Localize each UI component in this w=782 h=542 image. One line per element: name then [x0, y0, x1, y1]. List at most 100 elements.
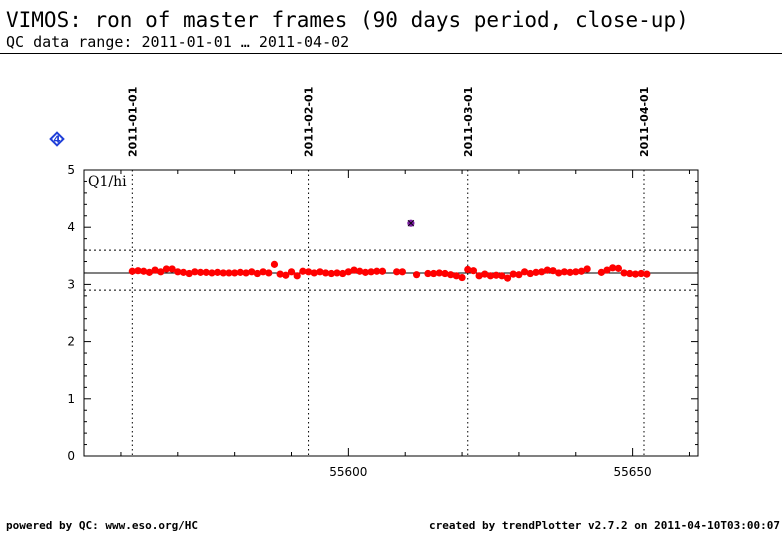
data-point	[134, 267, 142, 275]
data-point	[140, 267, 148, 275]
data-point	[356, 267, 364, 275]
data-point	[577, 267, 586, 275]
data-point	[538, 268, 546, 276]
data-point	[174, 268, 182, 276]
data-point	[276, 270, 284, 278]
footer-powered-by: powered by QC: www.eso.org/HC	[6, 519, 199, 532]
data-point	[299, 267, 307, 275]
y-tick-label-5: 5	[67, 163, 75, 177]
dataset-badge-icon[interactable]: 4	[49, 131, 65, 147]
data-point	[566, 268, 574, 276]
data-point	[185, 269, 193, 278]
data-point	[614, 264, 623, 272]
data-point	[162, 265, 171, 273]
plot-frame	[83, 169, 699, 457]
data-point	[350, 266, 358, 274]
data-point	[637, 269, 645, 278]
x-tick-label-0: 55600	[329, 465, 367, 479]
data-point	[208, 269, 216, 277]
data-point	[452, 272, 460, 280]
data-point	[373, 267, 381, 275]
data-point	[412, 271, 421, 279]
outlier-cross	[407, 219, 415, 227]
data-point	[515, 271, 523, 279]
data-point	[270, 260, 279, 268]
panel-label: Q1/hi	[88, 174, 127, 190]
data-point	[435, 269, 443, 277]
data-point	[555, 269, 563, 277]
data-point	[543, 266, 551, 274]
data-point	[572, 268, 580, 276]
data-point	[475, 272, 483, 280]
data-point	[248, 268, 256, 276]
data-point	[486, 272, 495, 280]
page-subtitle: QC data range: 2011-01-01 … 2011-04-02	[6, 33, 350, 51]
date-marker-label-3: 2011-04-01	[638, 87, 651, 157]
data-point	[597, 268, 605, 276]
data-point	[157, 268, 165, 276]
date-marker-label-2: 2011-03-01	[462, 87, 475, 157]
data-point	[259, 268, 267, 276]
data-point	[196, 268, 205, 276]
data-point	[441, 269, 449, 278]
data-point	[509, 270, 517, 278]
data-point	[327, 269, 335, 278]
outlier-point-0	[407, 219, 415, 227]
data-point	[316, 268, 324, 276]
data-point	[549, 267, 557, 275]
data-point	[231, 269, 239, 277]
data-point	[361, 268, 370, 276]
data-point	[304, 268, 313, 276]
data-point	[179, 268, 188, 276]
data-point	[219, 269, 227, 277]
data-point	[469, 267, 478, 275]
data-point	[128, 267, 136, 275]
data-point	[447, 271, 455, 279]
data-point	[322, 269, 330, 277]
data-point	[631, 270, 640, 278]
data-point	[458, 273, 466, 282]
data-point	[398, 268, 406, 276]
data-point	[643, 270, 651, 278]
data-point	[526, 269, 534, 278]
footer-created-by: created by trendPlotter v2.7.2 on 2011-0…	[429, 519, 780, 532]
data-point	[191, 268, 199, 276]
header-divider	[0, 53, 782, 54]
data-point	[333, 269, 341, 277]
dataset-badge-label: 4	[54, 135, 61, 146]
y-tick-label-3: 3	[67, 277, 75, 291]
date-marker-label-1: 2011-02-01	[303, 87, 316, 157]
date-marker-label-0: 2011-01-01	[126, 87, 139, 157]
data-point	[492, 271, 500, 279]
data-point	[603, 266, 611, 274]
data-point	[339, 269, 347, 278]
data-point	[168, 265, 176, 273]
data-point	[532, 268, 540, 276]
data-point	[626, 269, 634, 278]
data-point	[481, 270, 489, 278]
y-tick-label-4: 4	[67, 220, 75, 234]
data-point	[265, 269, 273, 277]
y-tick-label-1: 1	[67, 392, 75, 406]
data-point	[378, 267, 387, 275]
data-point	[225, 269, 233, 277]
data-point	[151, 266, 159, 274]
data-point	[282, 271, 290, 279]
data-point	[236, 268, 244, 276]
data-point	[253, 269, 261, 278]
y-tick-label-2: 2	[67, 335, 75, 349]
data-point	[430, 269, 438, 278]
data-point	[310, 269, 318, 277]
data-point	[287, 268, 296, 276]
data-point	[145, 268, 153, 276]
data-point	[214, 268, 222, 276]
data-point	[344, 268, 352, 276]
data-point	[393, 268, 401, 276]
data-point	[293, 272, 301, 280]
data-point	[560, 268, 569, 276]
page-title: VIMOS: ron of master frames (90 days per…	[6, 8, 689, 32]
x-tick-label-1: 55650	[614, 465, 652, 479]
data-point	[609, 264, 617, 272]
data-point	[521, 268, 529, 276]
